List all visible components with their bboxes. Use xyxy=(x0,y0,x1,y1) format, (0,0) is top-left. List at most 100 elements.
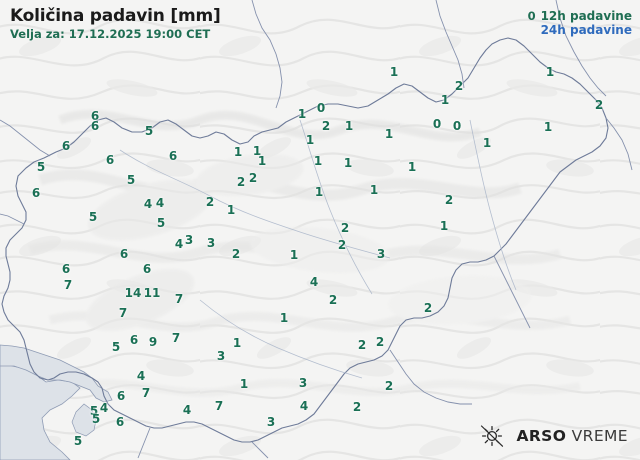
station-value: 1 xyxy=(344,119,354,133)
station-value: 5 xyxy=(89,404,99,418)
map-terrain-shading xyxy=(28,109,581,397)
arso-vreme-brand: ARSO VREME xyxy=(479,424,628,448)
station-value: 6 xyxy=(142,262,152,276)
station-value: 2 xyxy=(231,247,241,261)
sun-rays-icon xyxy=(481,425,504,447)
station-value: 2 xyxy=(357,338,367,352)
legend: 0 12h padavine 0 24h padavine xyxy=(528,9,632,37)
station-value: 4 xyxy=(299,399,309,413)
station-value: 6 xyxy=(119,247,129,261)
station-value: 2 xyxy=(423,301,433,315)
station-value: 1 xyxy=(239,377,249,391)
station-value: 1 xyxy=(313,154,323,168)
station-value: 1 xyxy=(439,219,449,233)
station-value: 7 xyxy=(63,278,73,292)
station-value: 5 xyxy=(36,160,46,174)
station-value: 2 xyxy=(205,195,215,209)
station-value: 6 xyxy=(116,389,126,403)
station-value: 2 xyxy=(328,293,338,307)
legend-sample-12h: 0 xyxy=(527,9,536,23)
slovenia-national-border xyxy=(1,37,609,443)
station-value: 9 xyxy=(148,335,158,349)
station-value: 2 xyxy=(375,335,385,349)
legend-item-24h: 0 24h padavine xyxy=(528,23,632,37)
station-value: 1 xyxy=(543,120,553,134)
station-value: 1 xyxy=(343,156,353,170)
station-value: 6 xyxy=(61,139,71,153)
station-value: 1 xyxy=(252,144,262,158)
station-value: 2 xyxy=(384,379,394,393)
station-value: 1 xyxy=(440,93,450,107)
rivers xyxy=(119,119,517,379)
station-value: 2 xyxy=(236,175,246,189)
station-value: 1 xyxy=(369,183,379,197)
station-value: 7 xyxy=(214,399,224,413)
station-value: 4 xyxy=(136,369,146,383)
station-value: 3 xyxy=(266,415,276,429)
adriatic-sea-upper-inlet xyxy=(0,344,113,403)
station-value: 1 xyxy=(384,127,394,141)
station-value: 1 xyxy=(289,248,299,262)
station-value: 11 xyxy=(143,286,161,300)
station-value: 7 xyxy=(141,386,151,400)
legend-label-12h: 12h padavine xyxy=(540,9,632,23)
station-value: 1 xyxy=(407,160,417,174)
station-value: 5 xyxy=(73,434,83,448)
station-value: 5 xyxy=(111,340,121,354)
station-value: 1 xyxy=(545,65,555,79)
station-value: 2 xyxy=(594,98,604,112)
station-value: 2 xyxy=(248,171,258,185)
station-value: 6 xyxy=(168,149,178,163)
station-value: 6 xyxy=(90,109,100,123)
station-value: 5 xyxy=(156,216,166,230)
station-value: 7 xyxy=(118,306,128,320)
station-value: 5 xyxy=(126,173,136,187)
station-value: 2 xyxy=(352,400,362,414)
station-value: 2 xyxy=(454,79,464,93)
station-value: 1 xyxy=(305,133,315,147)
station-value: 2 xyxy=(321,119,331,133)
station-value: 3 xyxy=(376,247,386,261)
station-value: 1 xyxy=(233,145,243,159)
station-value: 4 xyxy=(182,403,192,417)
station-value: 6 xyxy=(31,186,41,200)
station-value: 5 xyxy=(144,124,154,138)
station-value: 7 xyxy=(171,331,181,345)
station-value: 0 xyxy=(316,101,326,115)
station-value: 1 xyxy=(279,311,289,325)
station-value: 1 xyxy=(297,107,307,121)
station-value: 7 xyxy=(174,292,184,306)
station-value: 6 xyxy=(90,119,100,133)
station-value: 2 xyxy=(337,238,347,252)
station-value: 3 xyxy=(206,236,216,250)
station-value: 1 xyxy=(232,336,242,350)
legend-item-12h: 0 12h padavine xyxy=(528,9,632,23)
station-value: 3 xyxy=(184,233,194,247)
station-value: 0 xyxy=(452,119,462,133)
station-value: 1 xyxy=(389,65,399,79)
station-value: 5 xyxy=(88,210,98,224)
station-value: 4 xyxy=(99,401,109,415)
piran-bay xyxy=(71,403,97,437)
station-value: 3 xyxy=(216,349,226,363)
brand-text: ARSO VREME xyxy=(516,427,628,445)
station-value: 6 xyxy=(61,262,71,276)
station-value: 1 xyxy=(314,185,324,199)
station-value: 1 xyxy=(482,136,492,150)
station-value: 4 xyxy=(143,197,153,211)
station-value: 4 xyxy=(174,237,184,251)
station-value: 2 xyxy=(340,221,350,235)
station-value: 6 xyxy=(115,415,125,429)
station-value: 4 xyxy=(309,275,319,289)
station-value: 0 xyxy=(432,117,442,131)
station-value: 5 xyxy=(91,412,101,426)
brand-name-strong: ARSO xyxy=(516,427,567,445)
station-value: 4 xyxy=(155,196,165,210)
station-value: 1 xyxy=(226,203,236,217)
station-value: 6 xyxy=(105,153,115,167)
brand-name-light: VREME xyxy=(571,427,628,445)
station-value: 1 xyxy=(257,154,267,168)
